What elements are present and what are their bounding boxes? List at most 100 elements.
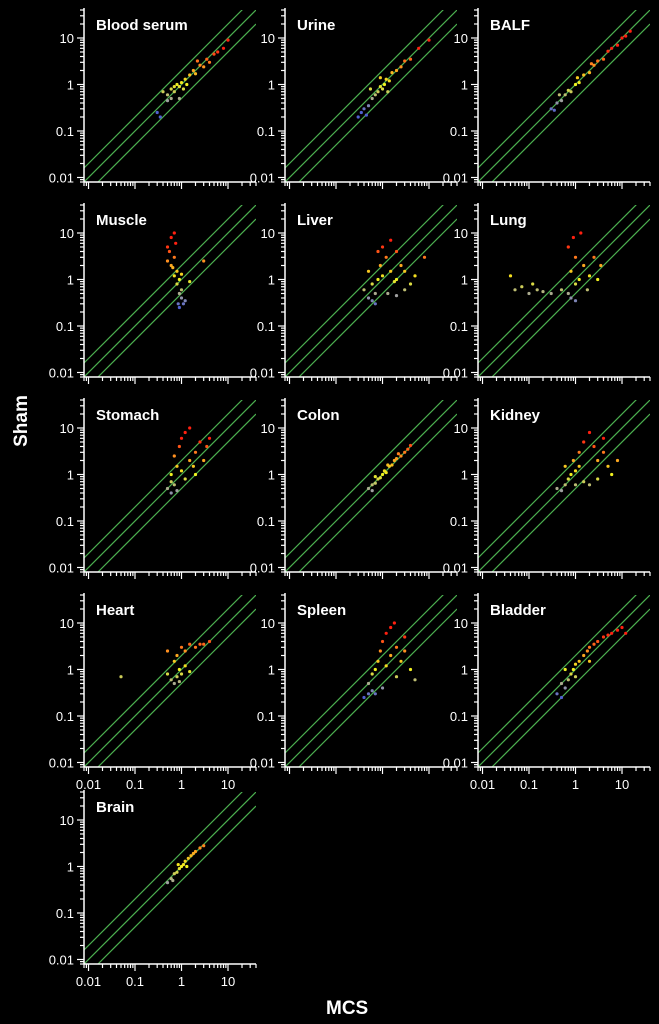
y-tick-label: 0.1 bbox=[450, 319, 468, 334]
data-point bbox=[362, 288, 366, 292]
data-point bbox=[427, 38, 431, 42]
data-point bbox=[628, 29, 632, 33]
data-point bbox=[587, 645, 592, 649]
data-point bbox=[624, 34, 628, 38]
data-point bbox=[188, 280, 192, 284]
panel-title: Spleen bbox=[297, 602, 346, 619]
data-point bbox=[399, 263, 403, 268]
data-point bbox=[387, 79, 391, 83]
data-point bbox=[169, 87, 173, 91]
data-point bbox=[366, 296, 371, 300]
data-point bbox=[577, 464, 581, 468]
reference-line bbox=[84, 595, 256, 767]
reference-line bbox=[97, 218, 256, 377]
data-point bbox=[582, 263, 586, 268]
data-point bbox=[193, 450, 198, 454]
data-point bbox=[165, 881, 170, 885]
y-tick-label: 1 bbox=[461, 662, 468, 677]
data-point bbox=[221, 46, 226, 50]
data-point bbox=[386, 463, 390, 467]
data-point bbox=[169, 480, 173, 484]
data-point bbox=[559, 288, 564, 292]
data-point bbox=[202, 458, 206, 463]
data-point bbox=[195, 59, 200, 63]
data-point bbox=[569, 472, 573, 477]
y-tick-label: 0.1 bbox=[257, 514, 275, 529]
data-point bbox=[212, 52, 216, 56]
data-point bbox=[394, 294, 399, 298]
data-point bbox=[615, 458, 620, 463]
data-point bbox=[413, 274, 417, 278]
y-tick-label: 10 bbox=[60, 226, 74, 241]
data-point bbox=[413, 678, 417, 682]
data-point bbox=[549, 107, 553, 111]
data-point bbox=[569, 672, 573, 676]
data-point bbox=[592, 642, 596, 646]
data-point bbox=[193, 645, 198, 649]
data-point bbox=[563, 667, 567, 672]
panel-lung: 0.01 0.1 1 10 Lung bbox=[443, 203, 651, 384]
data-point bbox=[165, 649, 170, 653]
data-point bbox=[592, 444, 596, 449]
data-point bbox=[399, 65, 403, 69]
panel-title: Heart bbox=[96, 602, 134, 619]
data-point bbox=[403, 649, 407, 653]
y-tick-label: 1 bbox=[268, 272, 275, 287]
data-point bbox=[193, 472, 198, 477]
y-tick-label: 10 bbox=[261, 616, 275, 631]
data-point bbox=[373, 302, 377, 306]
data-point bbox=[175, 269, 179, 273]
data-point bbox=[384, 631, 388, 635]
data-point bbox=[582, 73, 586, 77]
data-point bbox=[555, 692, 559, 696]
data-point bbox=[394, 675, 399, 679]
data-point bbox=[386, 291, 390, 296]
data-point bbox=[176, 302, 180, 306]
reference-line bbox=[298, 608, 457, 767]
data-point bbox=[549, 291, 553, 296]
data-point bbox=[177, 291, 181, 296]
panel-title: Liver bbox=[297, 212, 333, 229]
data-point bbox=[364, 113, 368, 117]
data-point bbox=[373, 667, 377, 672]
data-point bbox=[392, 458, 396, 463]
data-point bbox=[378, 263, 382, 268]
data-point bbox=[596, 477, 600, 481]
data-point bbox=[165, 486, 170, 491]
y-tick-label: 10 bbox=[261, 421, 275, 436]
data-point bbox=[370, 489, 374, 493]
data-point bbox=[394, 456, 399, 461]
data-point bbox=[177, 667, 181, 672]
data-point bbox=[183, 430, 187, 435]
x-tick-label: 0.01 bbox=[76, 777, 101, 792]
data-point bbox=[610, 46, 614, 50]
data-point bbox=[380, 472, 385, 477]
data-point bbox=[380, 245, 385, 249]
panel-bladder: 0.01 0.1 1 10 0.01 0.1 1 10 Bladder bbox=[443, 593, 651, 792]
data-point bbox=[610, 472, 614, 477]
panel-balf: 0.01 0.1 1 10 BALF bbox=[443, 8, 651, 189]
data-point bbox=[380, 274, 385, 278]
data-point bbox=[552, 108, 556, 112]
data-point bbox=[601, 57, 606, 61]
data-point bbox=[179, 80, 184, 85]
data-point bbox=[382, 82, 387, 87]
data-point bbox=[592, 255, 596, 259]
data-point bbox=[390, 71, 394, 75]
data-point bbox=[183, 299, 187, 303]
data-point bbox=[175, 870, 179, 874]
data-point bbox=[378, 76, 382, 80]
data-point bbox=[384, 664, 388, 668]
panel-blood-serum: 0.01 0.1 1 10 Blood serum bbox=[49, 8, 257, 189]
panel-title: Blood serum bbox=[96, 17, 188, 34]
y-tick-label: 1 bbox=[461, 467, 468, 482]
data-point bbox=[362, 107, 366, 111]
data-point bbox=[370, 672, 374, 676]
data-point bbox=[389, 238, 393, 242]
reference-line bbox=[84, 400, 243, 559]
y-tick-label: 10 bbox=[261, 31, 275, 46]
data-point bbox=[579, 231, 583, 235]
data-point bbox=[172, 454, 176, 458]
reference-line bbox=[478, 595, 650, 767]
